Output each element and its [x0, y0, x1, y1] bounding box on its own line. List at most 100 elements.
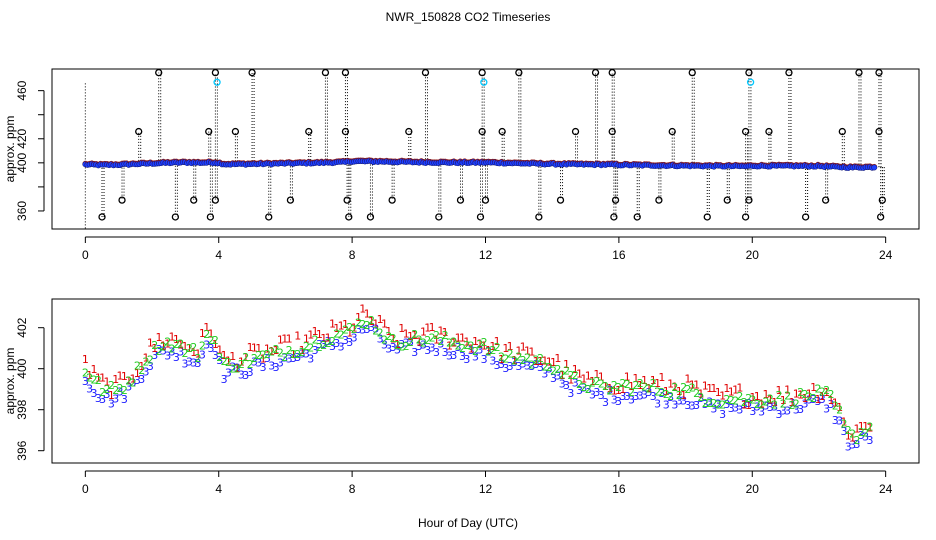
- series-3-point: 3: [667, 391, 674, 404]
- series-2-point: 2: [606, 385, 613, 398]
- series-3-point: 3: [866, 434, 873, 447]
- series-1-point: 1: [671, 380, 678, 393]
- series-2-point: 2: [338, 328, 345, 341]
- y-tick-label: 400: [15, 358, 29, 378]
- series-2-point: 2: [99, 386, 106, 399]
- bottom-y-axis-label: approx. ppm: [3, 348, 17, 415]
- series-2-point: 2: [524, 352, 531, 365]
- series-1-point: 1: [238, 356, 245, 369]
- series-1-point: 1: [407, 330, 414, 343]
- series-1-point: 1: [576, 367, 583, 380]
- low-outlier-point: [211, 196, 220, 204]
- series-3-point: 3: [710, 403, 717, 416]
- series-1-point: 1: [169, 331, 176, 344]
- series-1-point: 1: [225, 355, 232, 368]
- series-2-point: 2: [169, 342, 176, 355]
- series-1-point: 1: [264, 342, 271, 355]
- series-2-point: 2: [775, 389, 782, 402]
- series-3-point: 3: [411, 346, 418, 359]
- series-1-point: 1: [346, 327, 353, 340]
- low-outlier-point: [190, 196, 198, 204]
- series-2-point: 2: [485, 346, 492, 359]
- series-3-point: 3: [715, 398, 722, 411]
- series-1-point: 1: [342, 318, 349, 331]
- series-2-point: 2: [442, 329, 449, 342]
- series-1-point: 1: [420, 326, 427, 339]
- series-3-point: 3: [199, 348, 206, 361]
- series-1-point: 1: [104, 376, 111, 389]
- series-1-point: 1: [637, 379, 644, 392]
- series-1-point: 1: [866, 421, 873, 434]
- high-spike-point: [421, 68, 430, 77]
- series-1-point: 1: [619, 383, 626, 396]
- series-2-point: 2: [498, 350, 505, 363]
- series-1-point: 1: [125, 375, 132, 388]
- series-2-point: 2: [299, 346, 306, 359]
- series-3-point: 3: [632, 390, 639, 403]
- series-3-point: 3: [563, 379, 570, 392]
- series-1-point: 1: [251, 342, 258, 355]
- series-1-point: 1: [199, 327, 206, 340]
- series-3-point: 3: [195, 357, 202, 370]
- series-1-point: 1: [585, 370, 592, 383]
- series-3-point: 3: [255, 356, 262, 369]
- series-2-point: 2: [411, 328, 418, 341]
- series-1-point: 1: [845, 430, 852, 443]
- series-1-point: 1: [468, 342, 475, 355]
- series-2-point: 2: [628, 386, 635, 399]
- series-1-point: 1: [749, 391, 756, 404]
- series-2-point: 2: [533, 354, 540, 367]
- y-tick-label: 420: [15, 128, 29, 148]
- series-3-point: 3: [832, 414, 839, 427]
- series-1-point: 1: [108, 389, 115, 402]
- series-1-point: 1: [381, 317, 388, 330]
- series-1-point: 1: [385, 325, 392, 338]
- series-1-point: 1: [641, 374, 648, 387]
- series-2-point: 2: [489, 344, 496, 357]
- baseline-point: [871, 164, 878, 171]
- series-1-point: 1: [112, 373, 119, 386]
- series-1-point: 1: [784, 384, 791, 397]
- series-3-point: 3: [433, 346, 440, 359]
- series-3-point: 3: [169, 346, 176, 359]
- series-1-point: 1: [481, 339, 488, 352]
- series-1-point: 1: [515, 345, 522, 358]
- series-3-point: 3: [481, 353, 488, 366]
- high-spike-point: [211, 68, 220, 77]
- series-1-point: 1: [177, 338, 184, 351]
- series-3-point: 3: [689, 400, 696, 413]
- series-2-point: 2: [736, 390, 743, 403]
- series-2-point: 2: [455, 340, 462, 353]
- series-1-point: 1: [234, 362, 241, 375]
- series-3-point: 3: [645, 386, 652, 399]
- series-2-point: 2: [511, 355, 518, 368]
- series-3-point: 3: [775, 408, 782, 421]
- series-3-point: 3: [624, 390, 631, 403]
- series-1-point: 1: [801, 392, 808, 405]
- series-2-point: 2: [112, 384, 119, 397]
- series-3-point: 3: [559, 378, 566, 391]
- series-1-point: 1: [364, 307, 371, 320]
- series-1-point: 1: [121, 370, 128, 383]
- series-1-point: 1: [797, 389, 804, 402]
- low-outlier-point: [723, 196, 731, 204]
- series-3-point: 3: [424, 344, 431, 357]
- series-2-point: 2: [849, 428, 856, 441]
- series-3-point: 3: [836, 415, 843, 428]
- high-spike-point: [785, 68, 793, 77]
- series-1-point: 1: [723, 382, 730, 395]
- series-2-point: 2: [459, 342, 466, 355]
- series-1-point: 1: [368, 315, 375, 328]
- series-2-point: 2: [810, 392, 817, 405]
- series-2-point: 2: [632, 379, 639, 392]
- series-3-point: 3: [351, 332, 358, 345]
- series-1-point: 1: [849, 432, 856, 445]
- series-1-point: 1: [437, 325, 444, 338]
- series-2-point: 2: [390, 332, 397, 345]
- series-3-point: 3: [221, 373, 228, 386]
- series-3-point: 3: [186, 356, 193, 369]
- series-2-point: 2: [355, 317, 362, 330]
- series-3-point: 3: [619, 390, 626, 403]
- x-tick-label: 20: [746, 248, 760, 262]
- series-3-point: 3: [268, 359, 275, 372]
